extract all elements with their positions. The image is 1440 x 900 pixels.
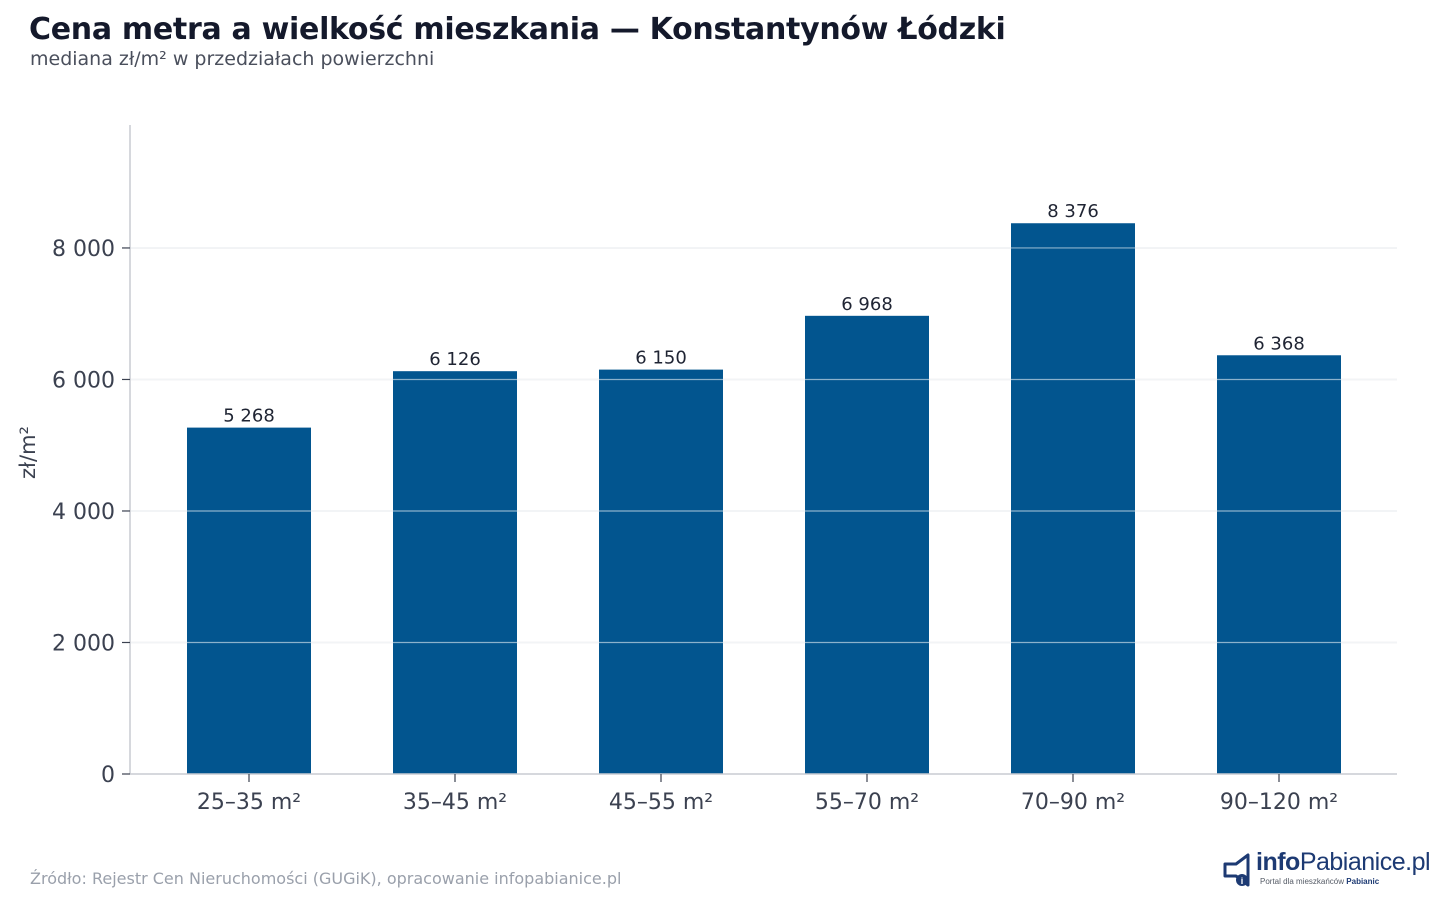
bar-value-label: 6 968 [841, 294, 893, 315]
bar-value-label: 6 368 [1253, 333, 1305, 354]
y-tick-label: 4 000 [52, 500, 115, 525]
bar-value-label: 6 150 [635, 348, 687, 369]
x-tick-label: 25–35 m² [197, 790, 301, 815]
logo-tagline-text: Portal dla mieszkańców [1260, 877, 1345, 886]
y-tick-label: 6 000 [52, 368, 115, 393]
bar [393, 371, 517, 774]
logo-tagline: Portal dla mieszkańców Pabianic [1260, 877, 1379, 886]
source-note: Źródło: Rejestr Cen Nieruchomości (GUGiK… [30, 869, 622, 888]
logo-brand-bold: info [1256, 848, 1300, 876]
y-tick-label: 2 000 [52, 631, 115, 656]
x-tick-label: 45–55 m² [609, 790, 713, 815]
x-tick-label: 70–90 m² [1021, 790, 1125, 815]
bar-value-label: 5 268 [223, 406, 275, 427]
y-tick-label: 8 000 [52, 237, 115, 262]
megaphone-icon: i [1223, 853, 1250, 887]
bar-value-label: 8 376 [1047, 201, 1099, 222]
logo-wordmark: infoPabianice.pl [1256, 848, 1431, 877]
logo-tagline-bold: Pabianic [1346, 877, 1380, 886]
y-axis-label: zł/m² [16, 426, 40, 479]
y-tick-label: 0 [101, 763, 115, 788]
bar [805, 315, 929, 774]
bar [1011, 223, 1135, 775]
x-tick-label: 55–70 m² [815, 790, 919, 815]
chart-title: Cena metra a wielkość mieszkania — Konst… [29, 12, 1006, 47]
bar-value-label: 6 126 [429, 349, 481, 370]
infopabianice-logo: i infoPabianice.pl Portal dla mieszkańcó… [1222, 848, 1431, 892]
bar [1217, 355, 1341, 774]
x-tick-label: 90–120 m² [1220, 790, 1338, 815]
svg-text:i: i [1241, 876, 1244, 886]
bar [187, 427, 311, 774]
chart-subtitle: mediana zł/m² w przedziałach powierzchni [30, 48, 435, 70]
x-tick-label: 35–45 m² [403, 790, 507, 815]
logo-brand-light: Pabianice.pl [1299, 848, 1431, 876]
bar [599, 369, 723, 774]
